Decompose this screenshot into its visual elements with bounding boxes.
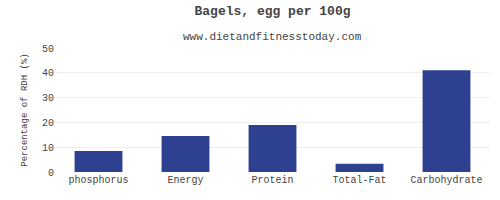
svg-text:Bagels, egg per 100g: Bagels, egg per 100g bbox=[194, 4, 350, 19]
svg-text:Protein: Protein bbox=[251, 175, 293, 186]
svg-text:40: 40 bbox=[42, 68, 54, 79]
svg-text:phosphorus: phosphorus bbox=[68, 175, 128, 186]
svg-text:0: 0 bbox=[48, 168, 54, 179]
svg-text:www.dietandfitnesstoday.com: www.dietandfitnesstoday.com bbox=[183, 31, 362, 43]
svg-text:Carbohydrate: Carbohydrate bbox=[410, 175, 482, 186]
svg-text:30: 30 bbox=[42, 93, 54, 104]
svg-text:Percentage of RDH (%): Percentage of RDH (%) bbox=[20, 53, 30, 166]
svg-text:Energy: Energy bbox=[167, 175, 203, 186]
svg-text:50: 50 bbox=[42, 44, 54, 55]
svg-text:20: 20 bbox=[42, 118, 54, 129]
svg-text:10: 10 bbox=[42, 143, 54, 154]
svg-text:Total-Fat: Total-Fat bbox=[332, 175, 386, 186]
